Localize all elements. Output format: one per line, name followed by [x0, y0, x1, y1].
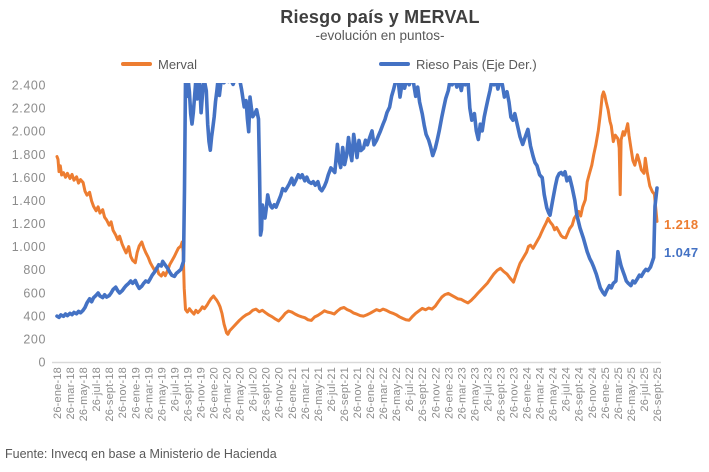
x-axis-tick-label: 26-may-20: [235, 367, 247, 421]
y-axis-tick-label: 1.000: [12, 240, 46, 254]
x-axis-tick-label: 26-sept-25: [652, 367, 664, 422]
merval-line-swatch: [121, 62, 152, 66]
y-axis-tick-label: 200: [23, 332, 46, 346]
y-axis-tick-label: 1.200: [12, 217, 46, 231]
y-axis-tick-label: 1.800: [12, 148, 46, 162]
y-axis-tick-label: 2.200: [12, 102, 46, 116]
x-axis-tick-label: 26-mar-21: [300, 367, 312, 420]
legend-item-merval: Merval: [121, 56, 197, 72]
x-axis-tick-label: 26-nov-20: [274, 367, 286, 418]
riesgo-pais-line-swatch: [379, 62, 410, 66]
series-line-riesgo-pais: [55, 83, 659, 320]
x-axis-tick-label: 26-may-18: [78, 367, 90, 421]
x-axis-tick-label: 26-jul-24: [561, 367, 573, 412]
y-axis-tick-label: 0: [38, 356, 46, 370]
x-axis-tick-label: 26-sept-19: [182, 367, 194, 422]
x-axis-tick-label: 26-jul-20: [248, 367, 260, 412]
x-axis-tick-label: 26-jul-25: [639, 367, 651, 412]
x-axis-tick-label: 26-nov-24: [587, 367, 599, 418]
x-axis-tick-label: 26-sept-20: [261, 367, 273, 422]
y-axis-tick-label: 1.400: [12, 194, 46, 208]
x-axis-tick-label: 26-sept-22: [417, 367, 429, 422]
x-axis-tick-label: 26-jul-22: [404, 367, 416, 412]
y-axis-tick-label: 1.600: [12, 171, 46, 185]
x-axis-tick-label: 26-may-23: [469, 367, 481, 421]
x-axis-tick-label: 26-may-22: [391, 367, 403, 421]
x-axis-tick-label: 26-nov-21: [352, 367, 364, 418]
x-axis-tick-label: 26-ene-19: [130, 367, 142, 419]
x-axis-tick-label: 26-mar-24: [535, 367, 547, 420]
x-axis-tick-label: 26-jul-23: [482, 367, 494, 412]
x-axis-tick-label: 26-sept-24: [574, 367, 586, 422]
x-axis-tick-label: 26-ene-21: [287, 367, 299, 419]
y-axis-tick-label: 400: [23, 309, 46, 323]
x-axis-tick-label: 26-mar-22: [378, 367, 390, 420]
x-axis-tick-label: 26-nov-23: [509, 367, 521, 418]
x-axis-tick-label: 26-sept-18: [104, 367, 116, 422]
legend-label-riesgo-pais: Rieso Pais (Eje Der.): [416, 56, 537, 72]
x-axis-tick-label: 26-mar-25: [613, 367, 625, 420]
x-axis-tick-label: 26-jul-19: [169, 367, 181, 412]
x-axis-tick-label: 26-ene-18: [52, 367, 64, 419]
y-axis-tick-label: 800: [23, 263, 46, 277]
x-axis-tick-label: 26-ene-20: [209, 367, 221, 419]
y-axis-tick-label: 2.400: [12, 79, 46, 93]
x-axis-tick-label: 26-jul-21: [326, 367, 338, 412]
source-note: Fuente: Invecq en base a Ministerio de H…: [5, 447, 277, 461]
x-axis-tick-label: 26-mar-20: [222, 367, 234, 420]
x-axis-tick-label: 26-nov-18: [117, 367, 129, 418]
series-line-merval: [55, 90, 659, 336]
x-axis-tick-label: 26-mar-18: [65, 367, 77, 420]
x-axis-tick-label: 26-nov-22: [430, 367, 442, 418]
x-axis-tick-label: 26-sept-21: [339, 367, 351, 422]
x-axis-tick-label: 26-nov-19: [195, 367, 207, 418]
chart-subtitle: -evolución en puntos-: [315, 28, 445, 43]
merval-end-value-label: 1.218: [664, 217, 699, 232]
y-axis-tick-label: 600: [23, 286, 46, 300]
x-axis-tick-label: 26-ene-25: [600, 367, 612, 419]
x-axis-tick-label: 26-may-24: [548, 367, 560, 421]
chart-title: Riesgo país y MERVAL: [280, 7, 480, 27]
x-axis-tick-label: 26-may-21: [313, 367, 325, 421]
x-axis-tick-label: 26-mar-19: [143, 367, 155, 420]
legend-label-merval: Merval: [158, 56, 198, 72]
x-axis-tick-label: 26-ene-23: [443, 367, 455, 419]
y-axis-tick-label: 2.000: [12, 125, 46, 139]
x-axis-tick-label: 26-sept-23: [495, 367, 507, 422]
x-axis-tick-label: 26-may-19: [156, 367, 168, 421]
x-axis-tick-label: 26-ene-22: [365, 367, 377, 419]
x-axis-tick-label: 26-jul-18: [91, 367, 103, 412]
x-axis-tick-label: 26-ene-24: [522, 367, 534, 419]
x-axis-tick-label: 26-mar-23: [456, 367, 468, 420]
legend-item-riesgo-pais: Rieso Pais (Eje Der.): [379, 56, 537, 72]
x-axis-tick-label: 26-may-25: [626, 367, 638, 421]
riesgo-pais-end-value-label: 1.047: [664, 245, 699, 260]
